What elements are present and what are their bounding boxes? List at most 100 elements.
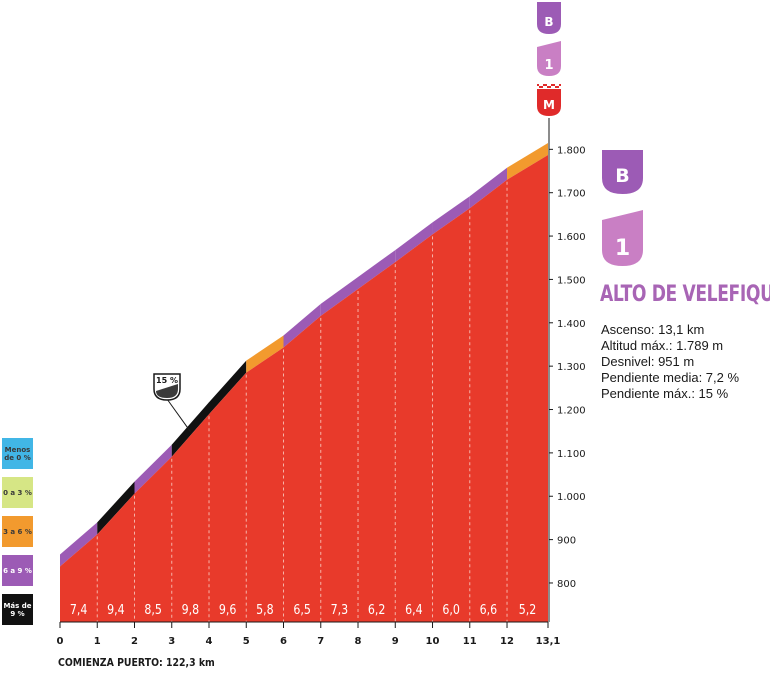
summit-badges: B 1 M	[537, 2, 561, 116]
finish-checker	[547, 86, 549, 88]
segment-grade-label: 5,2	[519, 602, 537, 617]
segment-grade-label: 7,4	[70, 602, 88, 617]
y-tick-label: 1.500	[557, 275, 586, 286]
y-tick-label: 1.100	[557, 449, 586, 460]
finish-checker	[539, 86, 541, 88]
svg-text:B: B	[615, 165, 629, 187]
summit-category-b-badge: B	[537, 2, 561, 34]
x-tick-label: 4	[206, 636, 213, 647]
finish-checker	[545, 84, 547, 86]
segment-grade-label: 9,6	[219, 602, 237, 617]
start-distance-label: COMIENZA PUERTO: 122,3 km	[58, 656, 215, 669]
finish-checker	[555, 86, 557, 88]
x-tick-label: 6	[280, 636, 287, 647]
summit-category-1-badge: 1	[537, 41, 561, 76]
summit-b-cap	[537, 2, 561, 5]
segment-grade-label: 6,5	[293, 602, 311, 617]
gradient-band-3	[134, 444, 172, 494]
gradient-band-9	[358, 250, 396, 289]
x-tick-label: 12	[500, 636, 514, 647]
finish-badge: M	[537, 84, 561, 116]
summit-b-label: B	[544, 15, 553, 29]
finish-checker	[553, 84, 555, 86]
x-tick-label: 8	[355, 636, 362, 647]
climb-stat: Desnivel: 951 m	[601, 354, 695, 369]
x-tick-label: 9	[392, 636, 399, 647]
finish-checker	[549, 86, 551, 88]
x-tick-label: 10	[426, 636, 440, 647]
climb-stat: Pendiente máx.: 15 %	[601, 386, 729, 401]
y-tick-label: 1.400	[557, 319, 586, 330]
y-tick-label: 800	[557, 579, 576, 590]
y-tick-label: 1.000	[557, 492, 586, 503]
climb-name: ALTO DE VELEFIQUE	[600, 282, 770, 307]
finish-checker	[543, 84, 545, 86]
segment-grade-label: 9,4	[107, 602, 125, 617]
legend-item: Menos de 0 %	[2, 438, 33, 469]
legend-item: 6 a 9 %	[2, 555, 33, 586]
legend-item: 0 a 3 %	[2, 477, 33, 508]
gradient-band-11	[432, 196, 470, 235]
climb-stat: Pendiente media: 7,2 %	[601, 370, 740, 385]
gradient-band-5	[209, 360, 247, 415]
finish-checker	[557, 86, 559, 88]
y-tick-label: 1.700	[557, 189, 586, 200]
gradient-band-1	[60, 522, 98, 567]
segment-grade-label: 8,5	[144, 602, 162, 617]
finish-checker	[537, 84, 539, 86]
legend-item: Más de 9 %	[2, 594, 33, 625]
finish-label: M	[543, 98, 555, 112]
segment-grade-label: 6,6	[480, 602, 498, 617]
segment-grade-label: 5,8	[256, 602, 274, 617]
climb-info-panel: B 1	[600, 148, 768, 273]
y-tick-label: 1.600	[557, 232, 586, 243]
segment-grade-label: 6,4	[405, 602, 423, 617]
gradient-band-8	[320, 276, 359, 316]
y-tick-label: 1.300	[557, 362, 586, 373]
max-grade-badge-label: 15 %	[156, 376, 178, 385]
y-tick-label: 1.800	[557, 145, 586, 156]
gradient-band-12	[469, 167, 508, 209]
max-grade-badge-slope	[156, 384, 178, 398]
segment-grade-label: 6,0	[442, 602, 460, 617]
finish-checker	[559, 84, 561, 86]
max-grade-pointer	[166, 398, 191, 432]
segment-grade-label: 9,8	[182, 602, 200, 617]
category-b-badge: B	[602, 150, 643, 194]
climb-stat: Ascenso: 13,1 km	[601, 322, 705, 337]
max-grade-badge: 15 %	[153, 373, 181, 401]
summit-1-label: 1	[544, 58, 553, 73]
climb-stats: Ascenso: 13,1 km Altitud máx.: 1.789 m Des…	[601, 322, 739, 402]
legend-item: 3 a 6 %	[2, 516, 33, 547]
gradient-band-10	[395, 222, 433, 263]
gradient-band-7	[283, 303, 321, 348]
segment-grade-label: 7,3	[331, 602, 349, 617]
finish-checker	[541, 86, 543, 88]
y-tick-label: 1.200	[557, 406, 586, 417]
gradient-band-4	[171, 402, 210, 457]
finish-checker	[551, 84, 553, 86]
svg-text:1: 1	[615, 236, 630, 261]
x-tick-label: 1	[94, 636, 101, 647]
summit-1-shape	[537, 41, 561, 76]
gradient-band-13	[507, 142, 548, 180]
x-tick-label: 13,1	[536, 636, 561, 647]
y-tick-label: 900	[557, 536, 576, 547]
category-badges: B 1	[602, 150, 643, 266]
x-tick-label: 0	[57, 636, 64, 647]
segment-grade-label: 6,2	[368, 602, 386, 617]
x-tick-label: 2	[131, 636, 138, 647]
x-tick-label: 3	[168, 636, 175, 647]
gradient-band-2	[97, 481, 135, 535]
x-tick-label: 5	[243, 636, 250, 647]
profile-area	[60, 154, 548, 622]
climb-stat: Altitud máx.: 1.789 m	[601, 338, 724, 353]
x-tick-label: 11	[463, 636, 477, 647]
summit-b-shape	[537, 5, 561, 34]
gradient-legend: Menos de 0 % 0 a 3 % 3 a 6 % 6 a 9 % Más de …	[2, 438, 33, 633]
gradient-band-6	[246, 335, 284, 373]
x-tick-label: 7	[317, 636, 324, 647]
category-1-badge: 1	[602, 210, 643, 266]
finish-shape	[537, 89, 561, 116]
